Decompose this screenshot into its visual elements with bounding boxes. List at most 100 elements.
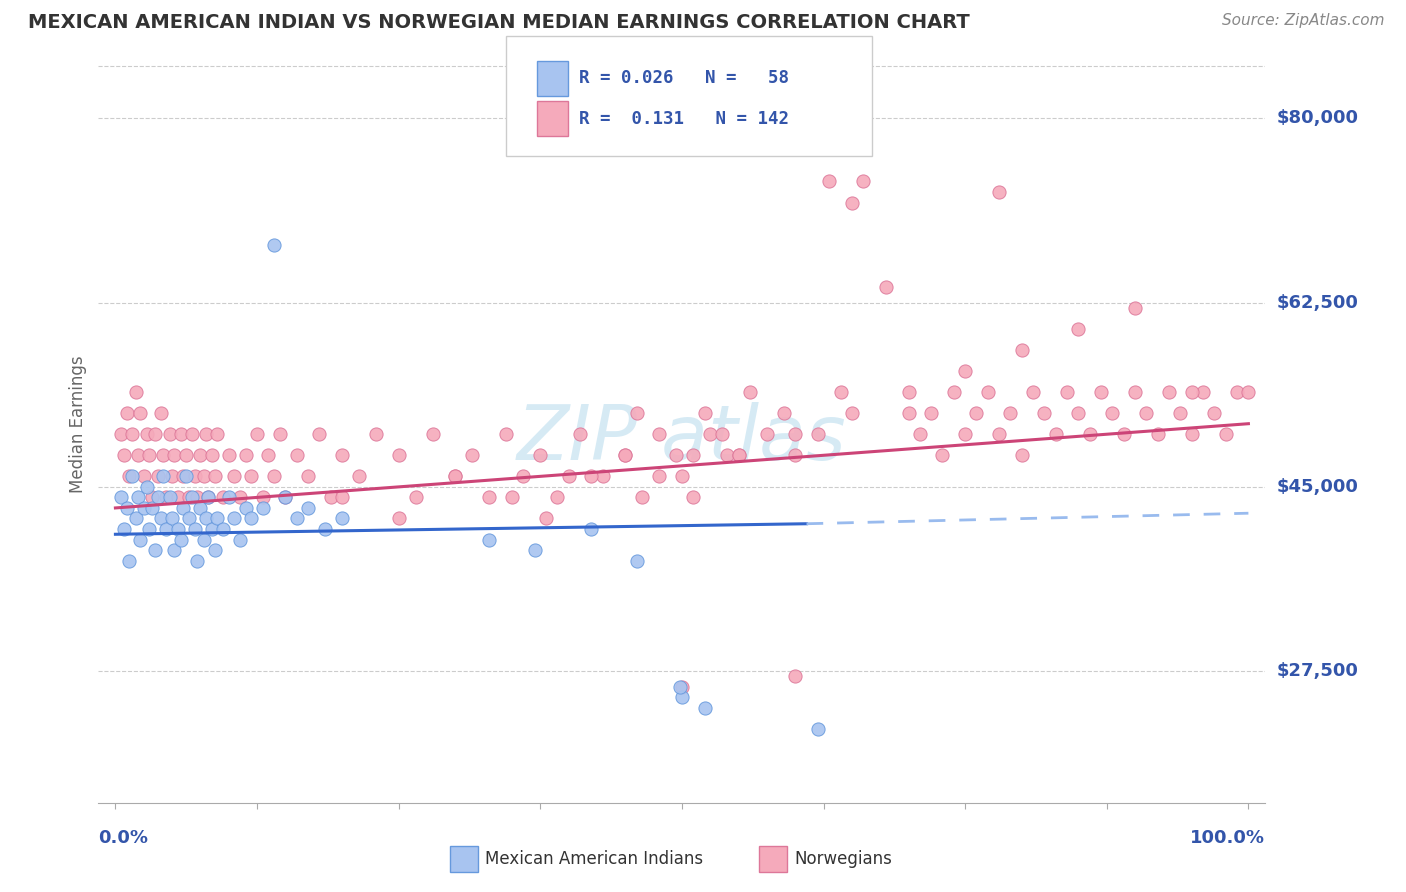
Point bbox=[988, 185, 1011, 199]
Point bbox=[773, 406, 796, 420]
Point bbox=[127, 448, 149, 462]
Point bbox=[1045, 427, 1067, 442]
Point bbox=[330, 448, 353, 462]
Point bbox=[671, 469, 693, 483]
Point bbox=[1181, 427, 1204, 442]
Point bbox=[274, 491, 297, 505]
Point bbox=[546, 491, 568, 505]
Point bbox=[110, 491, 132, 505]
Point bbox=[229, 491, 252, 505]
Point bbox=[115, 500, 138, 515]
Point bbox=[523, 543, 546, 558]
Point bbox=[235, 448, 257, 462]
Point bbox=[1135, 406, 1157, 420]
Point bbox=[614, 448, 637, 462]
Point bbox=[129, 406, 152, 420]
Point bbox=[229, 533, 252, 547]
Point bbox=[942, 385, 965, 400]
Point bbox=[557, 469, 579, 483]
Point bbox=[1170, 406, 1192, 420]
Point bbox=[568, 427, 591, 442]
Point bbox=[149, 511, 172, 525]
Point bbox=[155, 522, 177, 536]
Point bbox=[172, 500, 194, 515]
Point bbox=[648, 469, 671, 483]
Point bbox=[190, 448, 212, 462]
Point bbox=[166, 491, 188, 505]
Point bbox=[114, 522, 136, 536]
Text: $27,500: $27,500 bbox=[1277, 662, 1358, 681]
Point bbox=[224, 469, 246, 483]
Point bbox=[160, 469, 183, 483]
Point bbox=[207, 511, 229, 525]
Text: 0.0%: 0.0% bbox=[98, 830, 149, 847]
Point bbox=[330, 491, 353, 505]
Point bbox=[478, 533, 501, 547]
Point bbox=[693, 406, 716, 420]
Point bbox=[163, 448, 186, 462]
Point bbox=[1204, 406, 1226, 420]
Point bbox=[988, 427, 1011, 442]
Point bbox=[252, 500, 274, 515]
Point bbox=[897, 385, 920, 400]
Point bbox=[319, 491, 342, 505]
Point bbox=[931, 448, 953, 462]
Point bbox=[115, 406, 138, 420]
Point bbox=[1146, 427, 1168, 442]
Point bbox=[212, 491, 235, 505]
Point bbox=[148, 469, 170, 483]
Point bbox=[121, 469, 143, 483]
Text: $45,000: $45,000 bbox=[1277, 478, 1358, 496]
Point bbox=[581, 469, 603, 483]
Point bbox=[269, 427, 291, 442]
Point bbox=[422, 427, 444, 442]
Point bbox=[314, 522, 336, 536]
Point bbox=[671, 690, 693, 705]
Text: R =  0.131   N = 142: R = 0.131 N = 142 bbox=[579, 110, 789, 128]
Point bbox=[818, 174, 841, 188]
Point bbox=[592, 469, 614, 483]
Point bbox=[186, 553, 208, 567]
Point bbox=[170, 533, 193, 547]
Point bbox=[159, 491, 181, 505]
Point bbox=[195, 511, 218, 525]
Point bbox=[170, 427, 193, 442]
Point bbox=[693, 701, 716, 715]
Point bbox=[693, 132, 716, 146]
Point bbox=[1056, 385, 1078, 400]
Point bbox=[785, 448, 807, 462]
Point bbox=[388, 448, 411, 462]
Text: Source: ZipAtlas.com: Source: ZipAtlas.com bbox=[1222, 13, 1385, 29]
Point bbox=[246, 427, 269, 442]
Point bbox=[240, 511, 263, 525]
Point bbox=[132, 469, 155, 483]
Point bbox=[174, 469, 197, 483]
Point bbox=[177, 511, 200, 525]
Point bbox=[1112, 427, 1135, 442]
Point bbox=[159, 427, 181, 442]
Point bbox=[444, 469, 467, 483]
Text: $62,500: $62,500 bbox=[1277, 293, 1358, 311]
Point bbox=[297, 500, 319, 515]
Point bbox=[1067, 406, 1090, 420]
Point bbox=[224, 511, 246, 525]
Text: R = 0.026   N =   58: R = 0.026 N = 58 bbox=[579, 70, 789, 87]
Point bbox=[285, 511, 308, 525]
Point bbox=[738, 385, 761, 400]
Point bbox=[121, 427, 143, 442]
Point bbox=[682, 448, 704, 462]
Point bbox=[1011, 448, 1033, 462]
Point bbox=[785, 669, 807, 683]
Point bbox=[183, 522, 205, 536]
Point bbox=[1000, 406, 1022, 420]
Point bbox=[841, 406, 863, 420]
Point bbox=[166, 522, 188, 536]
Point bbox=[1033, 406, 1056, 420]
Point bbox=[132, 500, 155, 515]
Point bbox=[177, 491, 200, 505]
Point bbox=[1123, 301, 1146, 315]
Point bbox=[665, 448, 688, 462]
Point bbox=[141, 500, 163, 515]
Point bbox=[125, 511, 148, 525]
Point bbox=[186, 491, 208, 505]
